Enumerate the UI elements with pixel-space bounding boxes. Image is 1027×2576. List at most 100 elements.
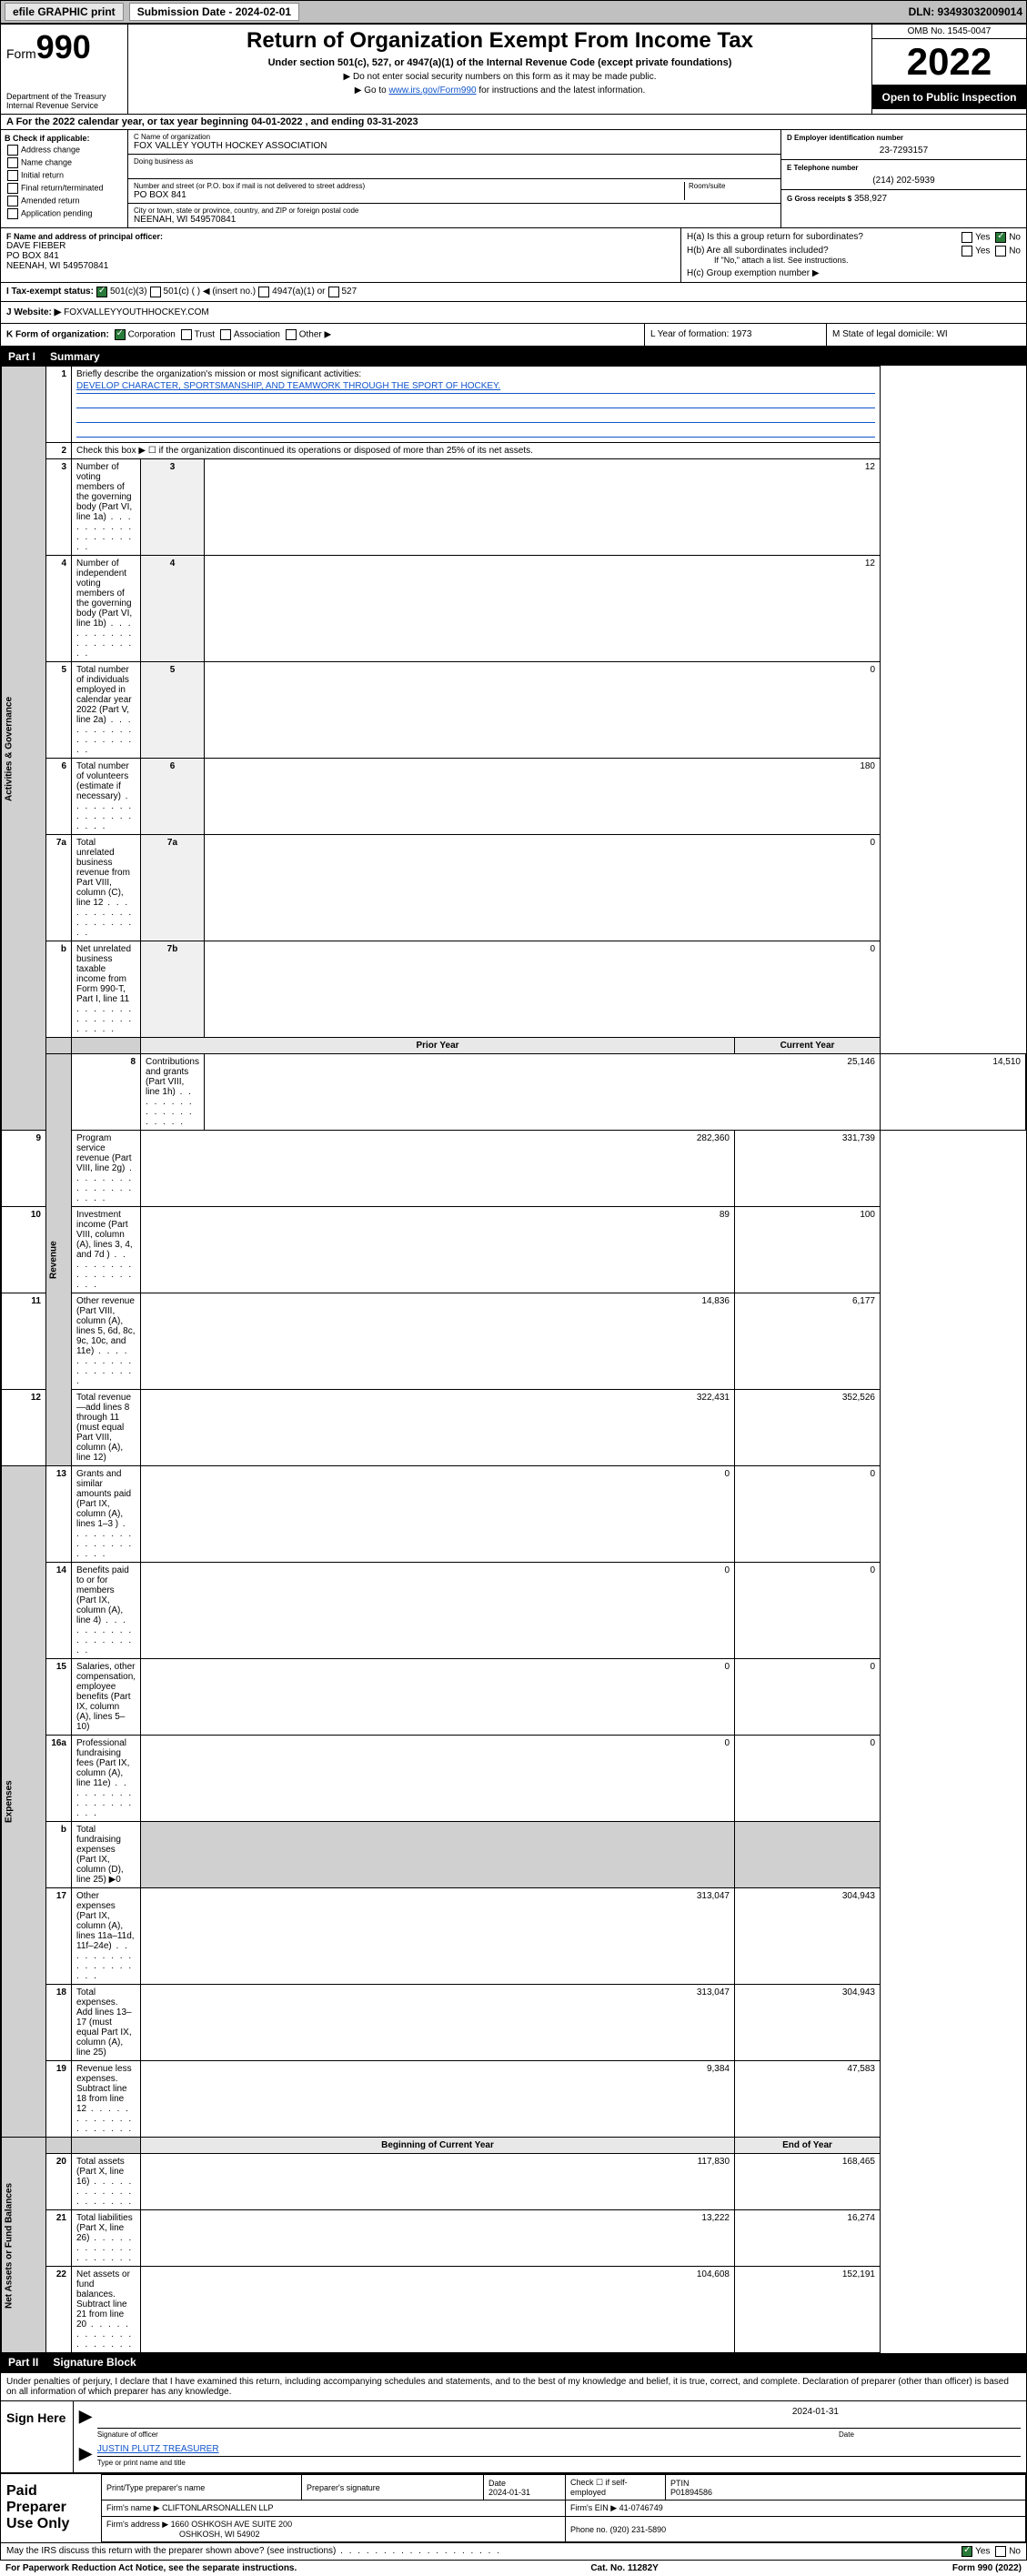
note2-post: for instructions and the latest informat… (477, 86, 646, 96)
irs-link[interactable]: www.irs.gov/Form990 (388, 86, 476, 96)
top-toolbar: efile GRAPHIC print Submission Date - 20… (0, 0, 1027, 24)
mission-text[interactable]: DEVELOP CHARACTER, SPORTSMANSHIP, AND TE… (76, 381, 500, 391)
opt-527: 527 (342, 287, 357, 297)
firm-addr1: 1660 OSHKOSH AVE SUITE 200 (171, 2520, 292, 2529)
prep-sig-label: Preparer's signature (302, 2475, 484, 2501)
chk-application-pending[interactable]: Application pending (5, 208, 124, 219)
part-1-title: Summary (50, 350, 100, 363)
chk-amended[interactable]: Amended return (5, 196, 124, 206)
page-footer: For Paperwork Reduction Act Notice, see … (0, 2561, 1027, 2576)
state-domicile: M State of legal domicile: WI (826, 324, 1026, 346)
opt-4947: 4947(a)(1) or (272, 287, 325, 297)
hb-note: If "No," attach a list. See instructions… (714, 256, 1021, 265)
prep-date: 2024-01-31 (488, 2488, 530, 2497)
tax-exempt-label: I Tax-exempt status: (6, 287, 94, 297)
part-2-header: Part II Signature Block (1, 2353, 1026, 2371)
sidelabel-expenses: Expenses (2, 1466, 46, 2138)
chk-association[interactable] (220, 329, 231, 340)
hc-exemption: H(c) Group exemption number ▶ (687, 268, 1021, 278)
website-label: J Website: ▶ (6, 307, 61, 317)
ein-label: D Employer identification number (787, 134, 1021, 142)
efile-print-button[interactable]: efile GRAPHIC print (5, 3, 124, 21)
section-b-to-g: B Check if applicable: Address change Na… (1, 130, 1026, 228)
sig-date-label: Date (839, 2430, 1021, 2439)
officer-printed-name[interactable]: JUSTIN PLUTZ TREASURER (97, 2444, 219, 2454)
header-right: OMB No. 1545-0047 2022 Open to Public In… (871, 25, 1026, 114)
chk-discuss-no[interactable] (995, 2546, 1006, 2557)
chk-address-change[interactable]: Address change (5, 145, 124, 156)
form-title: Return of Organization Exempt From Incom… (132, 28, 868, 54)
sig-officer-label: Signature of officer (97, 2430, 839, 2439)
chk-501c[interactable] (150, 287, 161, 297)
gov-row-5: 5 Total number of individuals employed i… (2, 662, 1026, 759)
addr-label: Number and street (or P.O. box if mail i… (134, 182, 684, 190)
firm-name-label: Firm's name ▶ (106, 2503, 160, 2512)
rev-row-12: 12Total revenue—add lines 8 through 11 (… (2, 1390, 1026, 1466)
ha-group-return: H(a) Is this a group return for subordin… (687, 232, 1021, 242)
gross-label: G Gross receipts $ (787, 195, 851, 203)
dept-treasury: Department of the Treasury Internal Reve… (6, 92, 122, 110)
form-header: Form990 Department of the Treasury Inter… (1, 25, 1026, 115)
sidelabel-governance: Activities & Governance (2, 367, 46, 1131)
gov-row-7a: 7a Total unrelated business revenue from… (2, 835, 1026, 941)
sign-here-label: Sign Here (1, 2401, 74, 2472)
rev-row-9: 9Program service revenue (Part VIII, lin… (2, 1131, 1026, 1207)
rev-row-8: Revenue 8 Contributions and grants (Part… (2, 1054, 1026, 1131)
chk-4947[interactable] (258, 287, 269, 297)
exp-row-15: 15Salaries, other compensation, employee… (2, 1659, 1026, 1736)
row-f-h: F Name and address of principal officer:… (1, 228, 1026, 283)
current-year-header: Current Year (735, 1038, 881, 1054)
form-subtitle: Under section 501(c), 527, or 4947(a)(1)… (132, 57, 868, 68)
chk-name-change[interactable]: Name change (5, 157, 124, 168)
rev-row-10: 10Investment income (Part VIII, column (… (2, 1207, 1026, 1293)
exp-row-13: Expenses 13Grants and similar amounts pa… (2, 1466, 1026, 1563)
form-note-2: ▶ Go to www.irs.gov/Form990 for instruct… (132, 86, 868, 96)
dba-label: Doing business as (134, 157, 775, 166)
chk-other[interactable] (286, 329, 297, 340)
net-row-21: 21Total liabilities (Part X, line 26) 13… (2, 2210, 1026, 2267)
self-employed-check[interactable]: Check ☐ if self-employed (566, 2475, 666, 2501)
line2-discontinued: Check this box ▶ ☐ if the organization d… (72, 443, 881, 459)
exp-row-19: 19Revenue less expenses. Subtract line 1… (2, 2061, 1026, 2138)
paid-preparer-block: Paid Preparer Use Only Print/Type prepar… (1, 2472, 1026, 2542)
prep-date-label: Date (488, 2479, 506, 2488)
officer-addr1: PO BOX 841 (6, 251, 675, 261)
org-name: FOX VALLEY YOUTH HOCKEY ASSOCIATION (134, 141, 775, 151)
chk-initial-return[interactable]: Initial return (5, 170, 124, 181)
chk-501c3[interactable] (96, 287, 107, 297)
paperwork-notice: For Paperwork Reduction Act Notice, see … (5, 2563, 297, 2573)
chk-discuss-yes[interactable] (962, 2546, 972, 2557)
website-value: FOXVALLEYYOUTHHOCKEY.COM (64, 307, 209, 317)
irs-discuss-line: May the IRS discuss this return with the… (1, 2542, 1026, 2560)
org-address: PO BOX 841 (134, 190, 684, 200)
firm-phone: (920) 231-5890 (610, 2525, 667, 2534)
sidelabel-revenue: Revenue (46, 1054, 72, 1466)
summary-table: Activities & Governance 1 Briefly descri… (1, 366, 1026, 2353)
form-ref: Form 990 (2022) (952, 2563, 1022, 2573)
chk-final-return[interactable]: Final return/terminated (5, 183, 124, 194)
submission-date: Submission Date - 2024-02-01 (129, 3, 299, 21)
gov-row-4: 4 Number of independent voting members o… (2, 556, 1026, 662)
begin-year-header: Beginning of Current Year (141, 2138, 735, 2154)
line1-label: Briefly describe the organization's miss… (76, 369, 361, 379)
firm-addr2: OSHKOSH, WI 54902 (179, 2530, 260, 2539)
opt-other: Other ▶ (299, 330, 331, 340)
part-2-title: Signature Block (53, 2356, 136, 2369)
opt-trust: Trust (195, 330, 215, 340)
discuss-text: May the IRS discuss this return with the… (6, 2546, 501, 2556)
exp-row-18: 18Total expenses. Add lines 13–17 (must … (2, 1985, 1026, 2061)
phone-value: (214) 202-5939 (787, 176, 1021, 186)
chk-527[interactable] (328, 287, 339, 297)
ptin-value: P01894586 (670, 2488, 712, 2497)
gov-row-7b: b Net unrelated business taxable income … (2, 941, 1026, 1038)
line-a-tax-year: A For the 2022 calendar year, or tax yea… (1, 115, 1026, 130)
ein-value: 23-7293157 (787, 146, 1021, 156)
firm-phone-label: Phone no. (570, 2525, 608, 2534)
chk-trust[interactable] (181, 329, 192, 340)
officer-name-label: Type or print name and title (97, 2459, 1021, 2467)
chk-corporation[interactable] (115, 329, 126, 340)
exp-row-16a: 16aProfessional fundraising fees (Part I… (2, 1736, 1026, 1822)
omb-number: OMB No. 1545-0047 (872, 25, 1026, 39)
year-formation: L Year of formation: 1973 (644, 324, 826, 346)
paid-preparer-label: Paid Preparer Use Only (1, 2474, 101, 2542)
